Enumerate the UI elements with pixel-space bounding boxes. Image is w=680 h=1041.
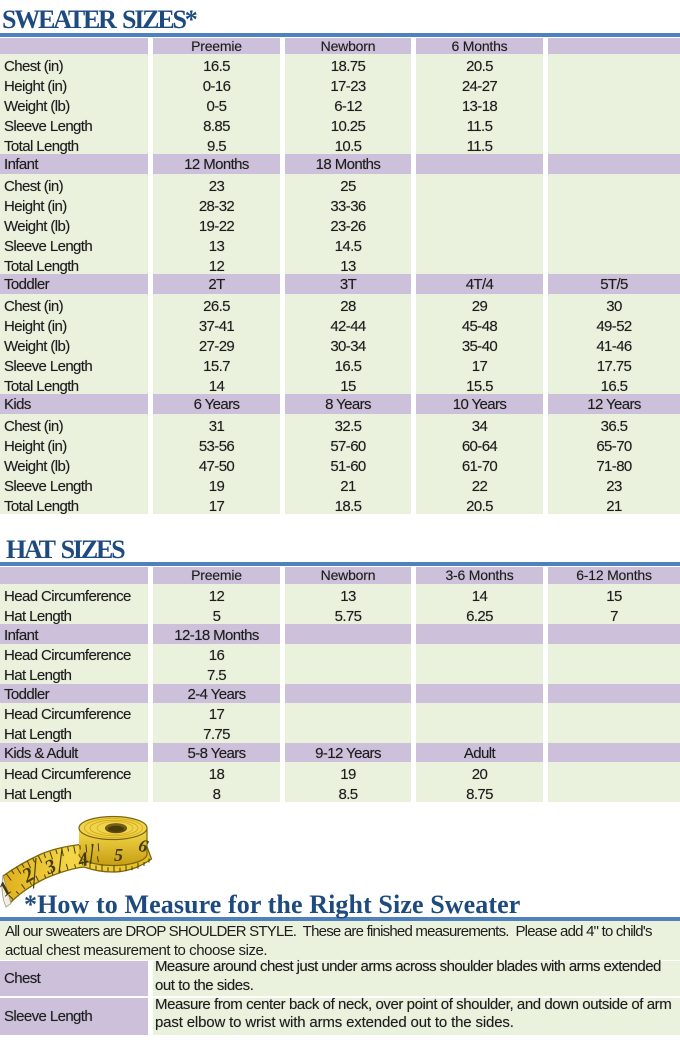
svg-text:5: 5	[114, 845, 123, 865]
